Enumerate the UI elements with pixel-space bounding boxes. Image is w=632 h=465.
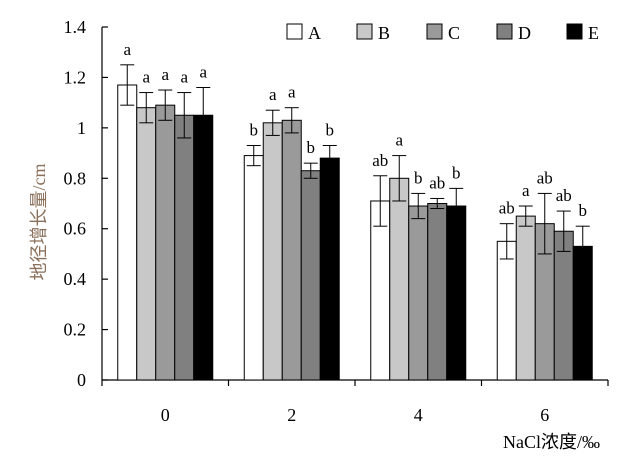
y-tick-label: 1 — [77, 118, 86, 138]
legend-label: C — [448, 23, 460, 43]
legend-swatch-C — [426, 23, 443, 40]
bar-A-6 — [496, 240, 517, 381]
y-tick-label: 1.2 — [64, 67, 87, 87]
y-tick-label: 0.6 — [64, 219, 87, 239]
legend-swatch-E — [566, 23, 583, 40]
x-tick-label: 4 — [414, 405, 423, 425]
significance-label: a — [123, 40, 131, 59]
x-tick-label: 2 — [287, 405, 296, 425]
bar-B-6 — [515, 215, 536, 381]
significance-label: a — [288, 83, 296, 102]
y-tick-label: 0.8 — [64, 168, 87, 188]
legend-swatch-B — [356, 23, 373, 40]
legend-swatch-A — [286, 23, 303, 40]
y-tick-label: 0.4 — [64, 269, 87, 289]
legend-label: D — [518, 23, 531, 43]
legend: A B C D E — [286, 23, 599, 43]
y-tick-label: 0.2 — [64, 320, 87, 340]
x-tick-label: 0 — [161, 405, 170, 425]
bar-D-0 — [174, 114, 195, 381]
bar-E-4 — [446, 205, 467, 381]
bar-C-4 — [408, 205, 429, 381]
bar-B-2 — [262, 122, 283, 381]
significance-label: ab — [537, 168, 553, 187]
significance-label: b — [414, 168, 423, 187]
significance-label: a — [199, 63, 207, 82]
y-axis-title: 地径增长量/cm — [29, 164, 49, 281]
significance-label: a — [161, 65, 169, 84]
bar-A-4 — [370, 200, 391, 381]
significance-label: a — [395, 131, 403, 150]
x-axis-title: NaCl浓度/‰ — [503, 432, 600, 452]
significance-label: ab — [499, 199, 515, 218]
significance-label: b — [579, 201, 588, 220]
bar-D-6 — [553, 230, 574, 381]
axes: 0 0.2 0.4 0.6 0.8 1 1.2 1.4 0 2 4 6 — [64, 17, 609, 425]
bar-E-0 — [193, 114, 214, 381]
bar-D-4 — [427, 203, 448, 381]
significance-label: b — [307, 138, 316, 157]
bar-B-0 — [136, 107, 157, 381]
bar-C-0 — [155, 104, 176, 381]
significance-label: a — [180, 68, 188, 87]
bar-C-2 — [281, 119, 302, 381]
bar-A-2 — [243, 155, 264, 381]
legend-label: B — [378, 23, 390, 43]
x-tick-label: 6 — [540, 405, 549, 425]
bar-D-2 — [300, 170, 321, 381]
bar-B-4 — [389, 177, 410, 381]
legend-swatch-D — [496, 23, 513, 40]
significance-label: ab — [429, 173, 445, 192]
significance-label: ab — [556, 186, 572, 205]
significance-label: b — [452, 163, 461, 182]
legend-label: A — [308, 23, 321, 43]
y-tick-label: 1.4 — [64, 17, 87, 37]
y-tick-label: 0 — [77, 370, 86, 390]
significance-label: b — [250, 121, 259, 140]
significance-label: a — [522, 181, 530, 200]
bar-A-0 — [117, 84, 138, 381]
legend-label: E — [588, 23, 599, 43]
significance-label: a — [269, 85, 277, 104]
significance-label: a — [142, 68, 150, 87]
significance-label: ab — [372, 151, 388, 170]
bar-E-2 — [319, 157, 340, 381]
significance-label: b — [326, 121, 335, 140]
